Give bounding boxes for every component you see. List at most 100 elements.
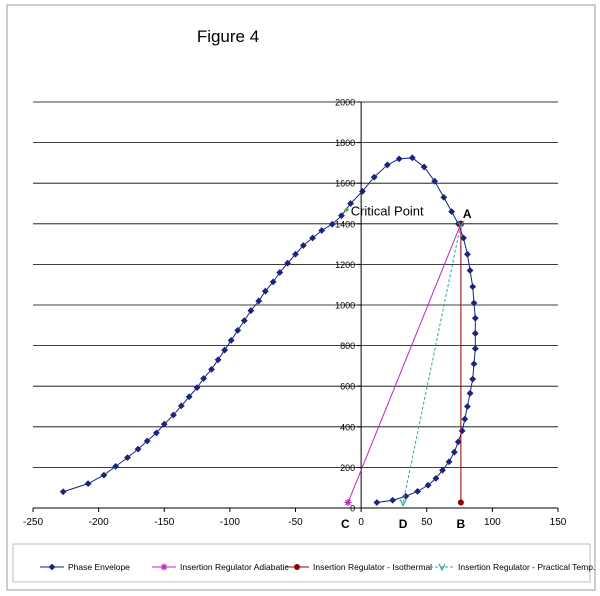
data-point (457, 220, 465, 229)
data-point (160, 420, 168, 428)
data-point (143, 437, 151, 445)
data-point (470, 360, 478, 368)
data-point (170, 411, 177, 419)
data-point (240, 317, 248, 325)
data-point (214, 356, 222, 364)
annotations: Critical Point A B C D (341, 204, 472, 531)
data-point (457, 499, 464, 506)
data-point (227, 336, 235, 344)
data-point (193, 384, 201, 392)
legend-item: Phase Envelope (40, 562, 130, 572)
data-point (440, 194, 448, 201)
data-point (338, 212, 345, 220)
data-point (318, 227, 326, 234)
data-point (448, 208, 456, 216)
x-tick-label: -100 (220, 517, 240, 528)
legend-label: Insertion Regulator - Isothermal (313, 562, 432, 572)
series-line (402, 223, 462, 503)
legend-label: Phase Envelope (68, 562, 130, 572)
data-point (408, 154, 416, 162)
data-point (424, 481, 432, 489)
plot-area (59, 154, 479, 507)
y-tick-label: 600 (340, 382, 355, 392)
legend-marker (438, 563, 446, 572)
gridlines (33, 101, 558, 468)
data-point (461, 415, 469, 423)
data-point (328, 220, 336, 228)
annotation-label: B (457, 517, 466, 531)
data-point (464, 250, 471, 258)
legend-box (12, 543, 591, 583)
legend-label: Insertion Regulator Adiabatic (180, 562, 289, 572)
y-tick-label: 2000 (335, 98, 355, 108)
chart-title: Figure 4 (197, 27, 259, 46)
data-point (383, 161, 391, 169)
data-point (255, 297, 263, 305)
annotation-label: D (399, 517, 408, 531)
data-point (284, 259, 292, 267)
y-tick-label: 1200 (335, 260, 355, 270)
data-point (299, 242, 307, 249)
legend-marker (48, 563, 56, 571)
data-point (344, 499, 352, 507)
data-point (420, 163, 428, 171)
data-point (276, 269, 284, 276)
data-point (466, 389, 474, 397)
legend-item: Insertion Regulator - Practical Temp. (430, 562, 595, 572)
y-tick-label: 1000 (335, 301, 355, 311)
y-tick-label: 1800 (335, 138, 355, 148)
data-point (59, 488, 67, 496)
data-point (464, 403, 471, 410)
data-point (373, 499, 381, 506)
data-point (471, 345, 479, 353)
data-point (431, 177, 439, 185)
legend: Phase Envelope Insertion Regulator Adiaba… (40, 562, 595, 572)
data-point (347, 200, 355, 207)
data-point (247, 307, 255, 315)
data-point (445, 458, 453, 466)
data-point (152, 429, 160, 437)
data-point (124, 454, 131, 462)
y-tick-label: 800 (340, 341, 355, 351)
y-tick-label: 400 (340, 422, 355, 432)
data-point (471, 314, 479, 322)
data-point (84, 480, 92, 488)
annotation-label: A (463, 207, 472, 221)
series-3 (399, 220, 465, 507)
x-tick-label: -250 (23, 517, 43, 528)
data-point (414, 487, 421, 495)
data-point (292, 250, 299, 258)
series-line (347, 223, 462, 503)
x-tick-label: 50 (421, 517, 433, 528)
data-point (208, 365, 215, 373)
annotation-label: Critical Point (351, 204, 424, 219)
legend-item: Insertion Regulator Adiabatic (152, 562, 289, 572)
data-point (399, 499, 407, 507)
critical-point-marker (344, 207, 350, 213)
data-point (261, 287, 269, 295)
data-point (469, 375, 477, 383)
data-point (234, 326, 242, 334)
series-0 (59, 154, 479, 506)
y-tick-label: 1600 (335, 179, 355, 189)
data-point (112, 462, 120, 470)
series-2 (457, 220, 464, 506)
data-point (370, 173, 378, 181)
data-point (185, 393, 193, 401)
x-tick-label: -150 (154, 517, 174, 528)
data-point (389, 496, 397, 504)
legend-marker (160, 563, 168, 571)
legend-item: Insertion Regulator - Isothermal (285, 562, 432, 572)
data-point (134, 445, 142, 453)
data-point (450, 448, 458, 456)
legend-marker (294, 564, 300, 570)
data-point (471, 330, 479, 337)
data-point (359, 187, 366, 195)
x-tick-label: -50 (288, 517, 303, 528)
data-point (432, 474, 440, 482)
data-point (309, 234, 316, 242)
data-point (470, 299, 478, 307)
y-tick-label: 200 (340, 463, 355, 473)
data-point (269, 278, 277, 286)
y-tick-label: 0 (350, 504, 355, 514)
